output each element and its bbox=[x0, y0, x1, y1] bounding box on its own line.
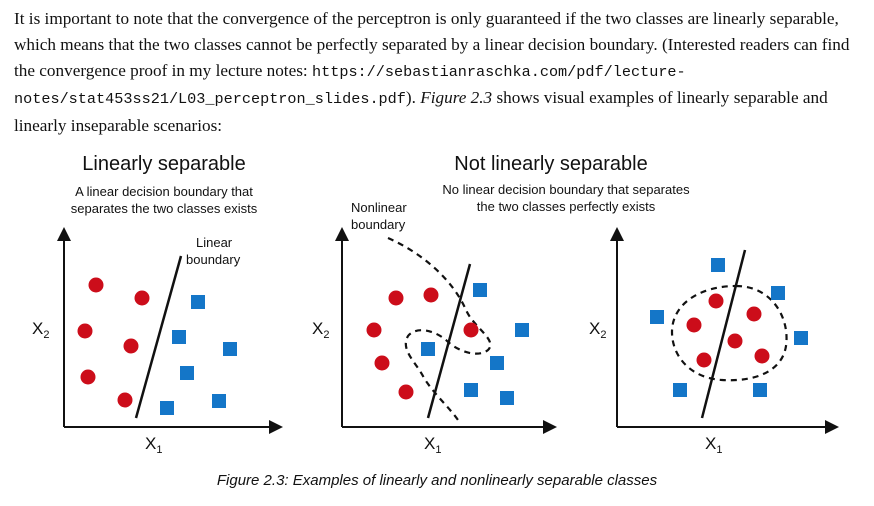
panel1-class-circles bbox=[77, 277, 150, 408]
panel3-class-circles bbox=[686, 293, 770, 368]
left-panel-subtitle-2: separates the two classes exists bbox=[71, 201, 258, 216]
panel1-y-axis-label: X2 bbox=[32, 319, 49, 341]
data-point-circle bbox=[123, 338, 139, 354]
panel2-linear-line bbox=[426, 263, 472, 419]
data-point-circle bbox=[388, 290, 404, 306]
panel2-x-axis-label: X1 bbox=[424, 434, 441, 456]
data-point-square bbox=[180, 366, 194, 380]
data-point-square bbox=[753, 383, 767, 397]
data-point-square bbox=[515, 323, 529, 337]
data-point-circle bbox=[374, 355, 390, 371]
data-point-square bbox=[490, 356, 504, 370]
right-panel-subtitle-1: No linear decision boundary that separat… bbox=[442, 182, 690, 197]
panel2-class-squares bbox=[421, 283, 529, 405]
linear-boundary-label-2: boundary bbox=[186, 252, 241, 267]
data-point-circle bbox=[463, 322, 479, 338]
data-point-circle bbox=[88, 277, 104, 293]
data-point-square bbox=[794, 331, 808, 345]
linear-decision-boundary bbox=[134, 255, 183, 419]
data-point-square bbox=[191, 295, 205, 309]
data-point-square bbox=[771, 286, 785, 300]
data-point-square bbox=[464, 383, 478, 397]
data-point-circle bbox=[423, 287, 439, 303]
data-point-circle bbox=[686, 317, 702, 333]
data-point-circle bbox=[117, 392, 133, 408]
panel-enclosed-cluster: X2 X1 bbox=[589, 227, 839, 456]
data-point-square bbox=[172, 330, 186, 344]
left-panel-title: Linearly separable bbox=[82, 153, 245, 175]
nonlinear-boundary-label-1: Nonlinear bbox=[351, 200, 407, 215]
data-point-square bbox=[421, 342, 435, 356]
linear-boundary-label-1: Linear bbox=[196, 235, 233, 250]
panel-linearly-separable: X2 X1 Linear boundary bbox=[32, 227, 283, 456]
data-point-circle bbox=[708, 293, 724, 309]
nonlinear-decision-boundary bbox=[387, 236, 492, 421]
data-point-square bbox=[711, 258, 725, 272]
data-point-circle bbox=[366, 322, 382, 338]
data-point-square bbox=[212, 394, 226, 408]
data-point-circle bbox=[77, 323, 93, 339]
body-paragraph: It is important to note that the converg… bbox=[14, 6, 866, 139]
data-point-square bbox=[673, 383, 687, 397]
paragraph-text-3: shows visual examples of linearly separa… bbox=[14, 88, 828, 136]
panel1-x-axis-label: X1 bbox=[145, 434, 162, 456]
nonlinear-boundary-label-2: boundary bbox=[351, 217, 406, 232]
panel1-class-squares bbox=[160, 295, 237, 415]
lecture-notes-url[interactable]: https://sebastianraschka.com/pdf/lecture… bbox=[14, 62, 686, 109]
panel3-x-axis-label: X1 bbox=[705, 434, 722, 456]
panel-nonlinear-boundary: X2 X1 Nonlinear boundary bbox=[312, 200, 557, 456]
figure-reference[interactable]: Figure 2.3 bbox=[420, 88, 493, 108]
data-point-square bbox=[473, 283, 487, 297]
panel2-class-circles bbox=[366, 287, 479, 400]
figure-caption: Figure 2.3: Examples of linearly and non… bbox=[216, 472, 658, 489]
data-point-circle bbox=[754, 348, 770, 364]
right-panel-subtitle-2: the two classes perfectly exists bbox=[477, 199, 656, 214]
panel3-class-squares bbox=[650, 258, 808, 397]
data-point-circle bbox=[398, 384, 414, 400]
figure-2-3: Linearly separable A linear decision bou… bbox=[32, 153, 839, 456]
enclosing-decision-boundary bbox=[670, 284, 788, 382]
left-panel-subtitle-1: A linear decision boundary that bbox=[75, 184, 253, 199]
right-panel-title: Not linearly separable bbox=[454, 153, 647, 175]
data-point-circle bbox=[134, 290, 150, 306]
data-point-square bbox=[500, 391, 514, 405]
paragraph-text-1: It is important to note that the converg… bbox=[14, 9, 850, 80]
data-point-circle bbox=[727, 333, 743, 349]
panel3-y-axis-label: X2 bbox=[589, 319, 606, 341]
data-point-circle bbox=[80, 369, 96, 385]
panel2-y-axis-label: X2 bbox=[312, 319, 329, 341]
data-point-circle bbox=[746, 306, 762, 322]
data-point-square bbox=[160, 401, 174, 415]
panel3-linear-line bbox=[700, 249, 747, 419]
data-point-square bbox=[650, 310, 664, 324]
paragraph-text-2: ). bbox=[405, 88, 421, 108]
data-point-circle bbox=[696, 352, 712, 368]
data-point-square bbox=[223, 342, 237, 356]
